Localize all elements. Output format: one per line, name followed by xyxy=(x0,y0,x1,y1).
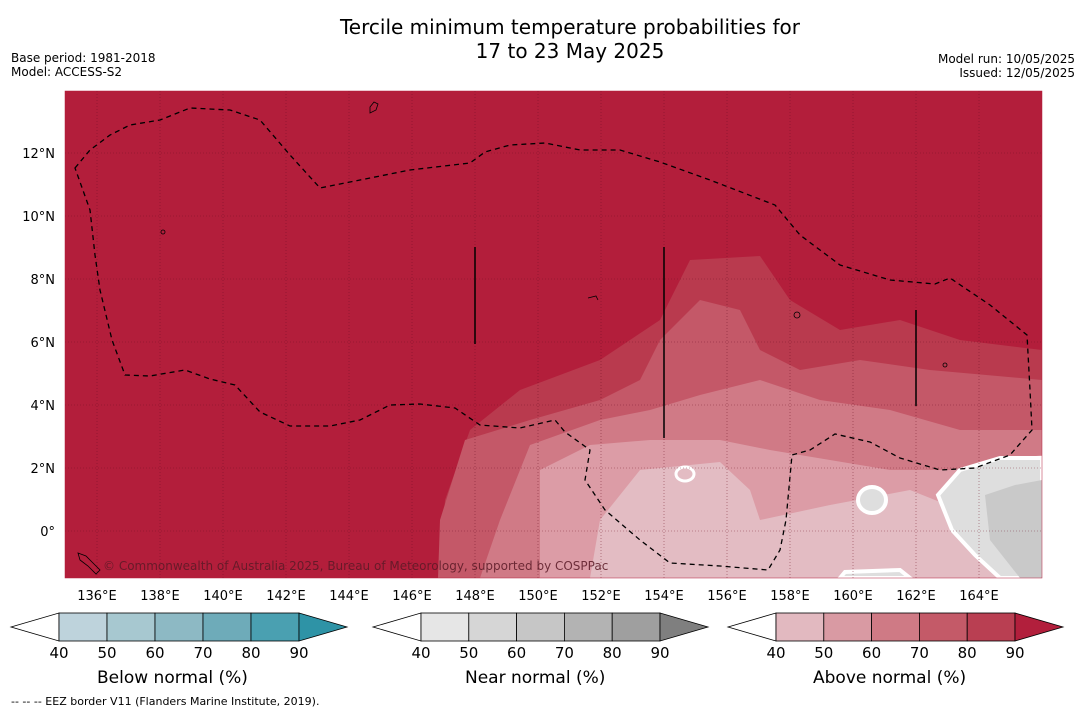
colorbar-tick-label: 80 xyxy=(603,644,622,662)
colorbar-segment xyxy=(420,612,470,642)
lat-label: 8°N xyxy=(31,273,56,288)
lon-label: 146°E xyxy=(392,589,432,604)
lat-label: 4°N xyxy=(31,399,56,414)
colorbar-tick-label: 60 xyxy=(507,644,526,662)
colorbar-2: 40 50 60 70 80 90 xyxy=(726,612,1065,662)
colorbar-tick-label: 70 xyxy=(910,644,929,662)
colorbar-tick-label: 80 xyxy=(958,644,977,662)
colorbar-tick-label: 60 xyxy=(862,644,881,662)
colorbar-tick-label: 50 xyxy=(97,644,116,662)
colorbar-segment xyxy=(202,612,252,642)
colorbar-segment xyxy=(823,612,872,642)
colorbar-tick-label: 40 xyxy=(49,644,68,662)
lon-label: 162°E xyxy=(896,589,936,604)
lon-label: 138°E xyxy=(140,589,180,604)
lon-label: 136°E xyxy=(77,589,117,604)
colorbar-tick-label: 50 xyxy=(459,644,478,662)
latitude-labels: 12°N 10°N 8°N 6°N 4°N 2°N 0° xyxy=(22,147,55,540)
island-marker xyxy=(369,101,379,114)
colorbar-low-end xyxy=(9,612,60,642)
colorbar-segment xyxy=(106,612,156,642)
map-title-line1: Tercile minimum temperature probabilitie… xyxy=(339,15,801,39)
colorbar-segment xyxy=(250,612,300,642)
run-issue-info: Model run: 10/05/2025 Issued: 12/05/2025 xyxy=(938,52,1075,80)
lon-label: 158°E xyxy=(770,589,810,604)
lon-label: 152°E xyxy=(581,589,621,604)
map-frame xyxy=(64,90,1043,579)
colorbar-segment xyxy=(468,612,517,642)
colorbar-segment xyxy=(919,612,968,642)
map-area xyxy=(65,91,1042,578)
island-marker xyxy=(77,552,101,575)
colorbar-tick-label: 70 xyxy=(193,644,212,662)
colorbar-tick-label: 90 xyxy=(650,644,669,662)
lat-label: 6°N xyxy=(31,336,56,351)
model-label: Model: ACCESS-S2 xyxy=(11,65,123,79)
colorbar-tick-label: 50 xyxy=(814,644,833,662)
legend-group: 40 50 60 70 80 90 40 50 60 70 80 90 40 50 60 70 80 90 xyxy=(9,612,1065,662)
colorbar-segment xyxy=(154,612,204,642)
islands xyxy=(77,101,948,575)
eez-border xyxy=(74,107,1033,571)
lat-label: 12°N xyxy=(22,147,55,162)
island-marker xyxy=(587,295,599,301)
copyright-text: © Commonwealth of Australia 2025, Bureau… xyxy=(103,559,608,573)
lon-label: 156°E xyxy=(707,589,747,604)
colorbar-tick-label: 60 xyxy=(145,644,164,662)
above-40-spot xyxy=(674,465,696,483)
colorbar-tick-label: 90 xyxy=(1005,644,1024,662)
colorbar-tick-label: 70 xyxy=(555,644,574,662)
lon-label: 150°E xyxy=(518,589,558,604)
colorbar-0: 40 50 60 70 80 90 xyxy=(9,612,349,662)
graticule xyxy=(65,91,1042,578)
eez-source-footer: -- -- -- EEZ border V11 (Flanders Marine… xyxy=(11,695,320,708)
colorbar-segment xyxy=(775,612,825,642)
above-40-region xyxy=(590,462,1042,578)
lon-label: 148°E xyxy=(455,589,495,604)
issued-label: Issued: 12/05/2025 xyxy=(959,66,1075,80)
map-title-line2: 17 to 23 May 2025 xyxy=(475,39,665,63)
colorbar-tick-label: 40 xyxy=(411,644,430,662)
map-title: Tercile minimum temperature probabilitie… xyxy=(0,15,1085,63)
colorbar-tick-label: 80 xyxy=(241,644,260,662)
colorbar-low-end xyxy=(371,612,422,642)
near-normal-bottom-patch xyxy=(837,567,914,578)
lat-label: 10°N xyxy=(22,210,55,225)
colorbar-tick-label: 40 xyxy=(766,644,785,662)
lat-label: 2°N xyxy=(31,462,56,477)
colorbar-1: 40 50 60 70 80 90 xyxy=(371,612,710,662)
colorbar-segment xyxy=(516,612,565,642)
lon-label: 164°E xyxy=(959,589,999,604)
near-normal-core xyxy=(985,480,1042,578)
colorbar-segment xyxy=(611,612,661,642)
colorbar-high-end xyxy=(1014,612,1065,642)
island-marker xyxy=(942,362,948,368)
lon-label: 140°E xyxy=(203,589,243,604)
lon-label: 142°E xyxy=(266,589,306,604)
colorbar-segment xyxy=(966,612,1016,642)
lon-label: 160°E xyxy=(833,589,873,604)
island-marker xyxy=(160,229,166,235)
island-marker xyxy=(793,311,801,319)
colorbar-segment xyxy=(58,612,108,642)
lon-label: 144°E xyxy=(329,589,369,604)
colorbar-tick-label: 90 xyxy=(289,644,308,662)
longitude-labels: 136°E 138°E 140°E 142°E 144°E 146°E 148°E 150°E… xyxy=(77,589,999,604)
colorbar-high-end xyxy=(298,612,349,642)
colorbar-low-end xyxy=(726,612,777,642)
below-normal-legend-title: Below normal (%) xyxy=(97,668,248,688)
near-normal-legend-title: Near normal (%) xyxy=(465,668,606,688)
above-normal-legend-title: Above normal (%) xyxy=(813,668,967,688)
colorbar-high-end xyxy=(659,612,710,642)
colorbar-segment xyxy=(564,612,613,642)
near-normal-spot xyxy=(856,485,888,515)
colorbar-segment xyxy=(871,612,920,642)
model-run-label: Model run: 10/05/2025 xyxy=(937,52,1075,66)
lon-label: 154°E xyxy=(644,589,684,604)
base-period-label: Base period: 1981-2018 xyxy=(11,51,156,65)
lat-label: 0° xyxy=(40,525,55,540)
base-model-info: Base period: 1981-2018 Model: ACCESS-S2 xyxy=(11,51,156,79)
